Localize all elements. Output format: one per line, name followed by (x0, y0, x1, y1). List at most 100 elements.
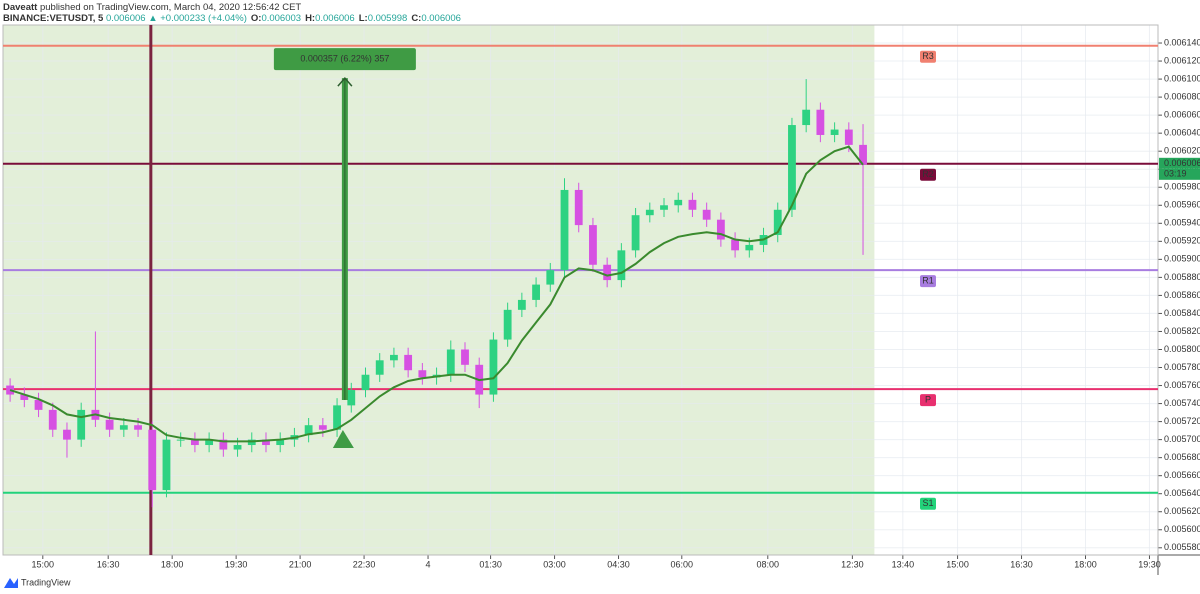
x-tick-label: 18:00 (161, 559, 184, 569)
y-tick-label: 0.006100 (1164, 73, 1200, 83)
y-tick-label: 0.006020 (1164, 146, 1200, 156)
y-tick-label: 0.005640 (1164, 488, 1200, 498)
pivot-label: S1 (922, 498, 933, 508)
y-tick-label: 0.005960 (1164, 200, 1200, 210)
candle-body (219, 439, 228, 450)
candle-body (134, 425, 142, 430)
y-tick-label: 0.006040 (1164, 128, 1200, 138)
pivot-label: R2 (922, 169, 934, 179)
y-tick-label: 0.005820 (1164, 326, 1200, 336)
candle-body (731, 239, 740, 251)
candle-body (304, 425, 313, 436)
y-tick-label: 0.005720 (1164, 416, 1200, 426)
published: published on TradingView.com, March 04, … (40, 2, 301, 13)
candle-body (716, 219, 725, 240)
range-shade (3, 25, 875, 555)
y-tick-label: 0.005940 (1164, 218, 1200, 228)
candle-body (404, 354, 413, 371)
ohlc-key: L: (359, 13, 368, 24)
candle-body (148, 429, 157, 491)
candle-body (844, 129, 853, 145)
candle-body (347, 390, 356, 406)
x-tick-label: 06:00 (671, 559, 694, 569)
candle-body (816, 109, 825, 135)
countdown-label: 03:19 (1164, 169, 1187, 179)
y-tick-label: 0.005920 (1164, 236, 1200, 246)
candle-body (390, 354, 398, 361)
candle-body (631, 215, 640, 251)
candle-body (674, 199, 683, 206)
x-tick-label: 03:00 (543, 559, 566, 569)
candle-body (645, 209, 654, 216)
x-tick-label: 04:30 (607, 559, 630, 569)
candle-body (688, 199, 697, 210)
candle-body (6, 385, 15, 395)
symbol-line: BINANCE:VETUSDT, 5 0.006006 ▲ +0.000233 … (3, 13, 461, 24)
y-tick-label: 0.005740 (1164, 398, 1200, 408)
candle-body (105, 419, 114, 430)
pivot-label-box (920, 50, 936, 63)
y-tick-label: 0.005900 (1164, 254, 1200, 264)
ohlc-value: 0.006006 (421, 13, 461, 24)
candle-body (603, 264, 612, 281)
y-tick-label: 0.005800 (1164, 344, 1200, 354)
y-tick-label: 0.005880 (1164, 272, 1200, 282)
candle-body (859, 144, 867, 165)
x-tick-label: 4 (426, 559, 431, 569)
candle-body (745, 244, 754, 251)
y-tick-label: 0.006120 (1164, 55, 1200, 65)
change: ▲ +0.000233 (+4.04%) (148, 13, 247, 24)
candle-body (503, 309, 512, 340)
y-tick-label: 0.005680 (1164, 452, 1200, 462)
ohlc-value: 0.006006 (315, 13, 355, 24)
candle-body (830, 129, 839, 135)
pivot-label-box (920, 168, 936, 181)
last: 0.006006 (106, 13, 146, 24)
signal-triangle (332, 429, 354, 448)
candle-body (617, 250, 626, 281)
candle-body (773, 209, 782, 236)
ohlc-value: 0.006003 (261, 13, 301, 24)
plot-frame (2, 24, 1159, 556)
logo: TradingView (4, 577, 71, 588)
y-tick-label: 0.005620 (1164, 506, 1200, 516)
x-tick-label: 18:00 (1074, 559, 1097, 569)
pivot-label: R1 (922, 276, 934, 286)
y-tick-label: 0.005760 (1164, 380, 1200, 390)
x-tick-label: 12:30 (841, 559, 864, 569)
candle-body (190, 439, 199, 446)
y-tick-label: 0.005840 (1164, 308, 1200, 318)
candle-body (418, 370, 427, 378)
y-tick-label: 0.005580 (1164, 542, 1200, 552)
y-tick-label: 0.006060 (1164, 110, 1200, 120)
x-tick-label: 21:00 (289, 559, 312, 569)
y-tick-label: 0.006140 (1164, 37, 1200, 47)
candle-body (233, 445, 242, 450)
pivot-label: R3 (922, 51, 934, 61)
ohlc: O:0.006003 H:0.006006 L:0.005998 C:0.006006 (251, 13, 461, 24)
moving-average (9, 145, 864, 443)
candle-body (532, 284, 540, 300)
x-tick-label: 16:30 (97, 559, 120, 569)
pivot-label-box (920, 275, 936, 288)
candle-body (63, 429, 71, 440)
candle-body (375, 360, 384, 375)
candle-body (560, 189, 569, 271)
candle-body (361, 374, 370, 391)
candle-body (276, 439, 285, 446)
pivot-label-box (920, 497, 936, 510)
candle-body (318, 425, 327, 430)
y-tick-label: 0.006080 (1164, 91, 1200, 101)
candle-body (34, 399, 43, 410)
ohlc-key: C: (411, 13, 421, 24)
price-tag-label: 0.006006 (1164, 158, 1200, 168)
ohlc-key: O: (251, 13, 262, 24)
candle-body (119, 425, 128, 430)
y-tick-label: 0.005780 (1164, 362, 1200, 372)
candle-body (802, 109, 811, 126)
candle-body (262, 439, 270, 446)
y-tick-label: 0.005600 (1164, 524, 1200, 534)
plot: 0.005580 0.005600 0.005620 0.005640 0.005660… (2, 24, 1200, 575)
y-tick-label: 0.005860 (1164, 290, 1200, 300)
